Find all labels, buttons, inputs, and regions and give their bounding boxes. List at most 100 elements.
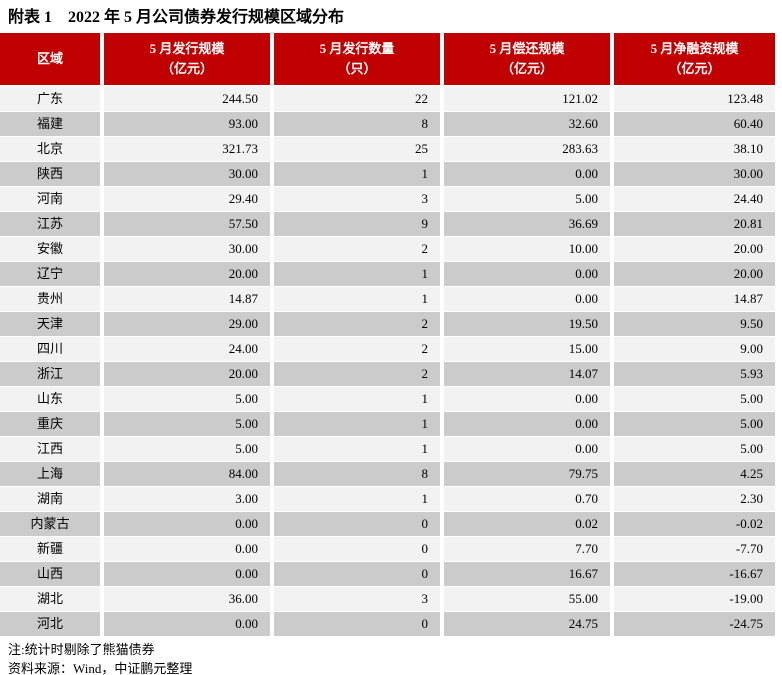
issue-count-cell: 2 (274, 337, 440, 361)
issue-scale-cell: 29.40 (104, 187, 270, 211)
region-cell: 重庆 (0, 412, 100, 436)
issue-count-cell: 2 (274, 237, 440, 261)
header-cell-repay-scale: 5 月偿还规模 （亿元） (444, 33, 610, 85)
net-financing-cell: 9.50 (614, 312, 775, 336)
net-financing-cell: 14.87 (614, 287, 775, 311)
issue-scale-cell: 3.00 (104, 487, 270, 511)
table-body: 广东 244.50 22 121.02 123.48 福建 93.00 8 32… (0, 87, 775, 636)
issue-scale-cell: 244.50 (104, 87, 270, 111)
footnote-source: 资料来源：Wind，中证鹏元整理 (8, 661, 193, 675)
net-financing-cell: 30.00 (614, 162, 775, 186)
header-unit: （只） (337, 61, 377, 76)
issue-count-cell: 0 (274, 612, 440, 636)
region-cell: 北京 (0, 137, 100, 161)
issue-scale-cell: 93.00 (104, 112, 270, 136)
issue-count-cell: 9 (274, 212, 440, 236)
issue-count-cell: 8 (274, 462, 440, 486)
issue-count-cell: 25 (274, 137, 440, 161)
header-label: 5 月净融资规模 (650, 41, 739, 56)
region-cell: 河南 (0, 187, 100, 211)
region-cell: 上海 (0, 462, 100, 486)
issue-scale-cell: 5.00 (104, 437, 270, 461)
header-unit: （亿元） (668, 61, 721, 76)
issue-scale-cell: 30.00 (104, 162, 270, 186)
footnotes: 注:统计时剔除了熊猫债券 资料来源：Wind，中证鹏元整理 (0, 636, 782, 675)
issue-scale-cell: 20.00 (104, 262, 270, 286)
repay-scale-cell: 7.70 (444, 537, 610, 561)
region-cell: 陕西 (0, 162, 100, 186)
region-cell: 四川 (0, 337, 100, 361)
region-cell: 江苏 (0, 212, 100, 236)
issue-scale-cell: 5.00 (104, 387, 270, 411)
region-cell: 山西 (0, 562, 100, 586)
region-cell: 贵州 (0, 287, 100, 311)
repay-scale-cell: 19.50 (444, 312, 610, 336)
region-cell: 广东 (0, 87, 100, 111)
issue-count-cell: 3 (274, 587, 440, 611)
issue-count-cell: 1 (274, 262, 440, 286)
issue-scale-cell: 321.73 (104, 137, 270, 161)
net-financing-cell: 5.00 (614, 412, 775, 436)
issue-scale-cell: 24.00 (104, 337, 270, 361)
repay-scale-cell: 121.02 (444, 87, 610, 111)
repay-scale-cell: 0.02 (444, 512, 610, 536)
issue-count-cell: 3 (274, 187, 440, 211)
repay-scale-cell: 0.00 (444, 287, 610, 311)
net-financing-cell: 60.40 (614, 112, 775, 136)
repay-scale-cell: 16.67 (444, 562, 610, 586)
net-financing-cell: 123.48 (614, 87, 775, 111)
issue-count-cell: 0 (274, 537, 440, 561)
region-cell: 湖北 (0, 587, 100, 611)
repay-scale-cell: 14.07 (444, 362, 610, 386)
issue-count-cell: 1 (274, 437, 440, 461)
net-financing-cell: -19.00 (614, 587, 775, 611)
header-cell-net-financing: 5 月净融资规模 （亿元） (614, 33, 775, 85)
repay-scale-cell: 15.00 (444, 337, 610, 361)
issue-count-cell: 1 (274, 387, 440, 411)
header-cell-issue-count: 5 月发行数量 （只） (274, 33, 440, 85)
net-financing-cell: -16.67 (614, 562, 775, 586)
issue-scale-cell: 0.00 (104, 562, 270, 586)
net-financing-cell: 5.93 (614, 362, 775, 386)
issue-count-cell: 1 (274, 412, 440, 436)
repay-scale-cell: 0.00 (444, 412, 610, 436)
region-cell: 新疆 (0, 537, 100, 561)
region-cell: 江西 (0, 437, 100, 461)
net-financing-cell: 24.40 (614, 187, 775, 211)
issue-scale-cell: 84.00 (104, 462, 270, 486)
issue-count-cell: 0 (274, 562, 440, 586)
repay-scale-cell: 0.00 (444, 262, 610, 286)
header-unit: （亿元） (160, 61, 213, 76)
net-financing-cell: 20.00 (614, 237, 775, 261)
issue-count-cell: 22 (274, 87, 440, 111)
net-financing-cell: 5.00 (614, 437, 775, 461)
net-financing-cell: -0.02 (614, 512, 775, 536)
table-header-row: 区域 5 月发行规模 （亿元） 5 月发行数量 （只） 5 月偿还规模 （亿元）… (0, 33, 775, 85)
repay-scale-cell: 24.75 (444, 612, 610, 636)
header-label: 5 月发行规模 (149, 41, 225, 56)
issue-count-cell: 1 (274, 487, 440, 511)
issue-scale-cell: 0.00 (104, 612, 270, 636)
net-financing-cell: 5.00 (614, 387, 775, 411)
repay-scale-cell: 55.00 (444, 587, 610, 611)
issue-count-cell: 2 (274, 362, 440, 386)
issue-count-cell: 8 (274, 112, 440, 136)
issue-scale-cell: 5.00 (104, 412, 270, 436)
header-label: 5 月发行数量 (319, 41, 395, 56)
issue-scale-cell: 29.00 (104, 312, 270, 336)
region-cell: 山东 (0, 387, 100, 411)
region-cell: 辽宁 (0, 262, 100, 286)
header-unit: （亿元） (500, 61, 553, 76)
repay-scale-cell: 0.00 (444, 162, 610, 186)
issue-count-cell: 0 (274, 512, 440, 536)
net-financing-cell: 38.10 (614, 137, 775, 161)
issue-scale-cell: 0.00 (104, 512, 270, 536)
region-cell: 浙江 (0, 362, 100, 386)
repay-scale-cell: 32.60 (444, 112, 610, 136)
net-financing-cell: 2.30 (614, 487, 775, 511)
repay-scale-cell: 36.69 (444, 212, 610, 236)
issue-count-cell: 1 (274, 162, 440, 186)
region-cell: 河北 (0, 612, 100, 636)
region-cell: 湖南 (0, 487, 100, 511)
table-title: 附表 1 2022 年 5 月公司债券发行规模区域分布 (8, 9, 345, 26)
